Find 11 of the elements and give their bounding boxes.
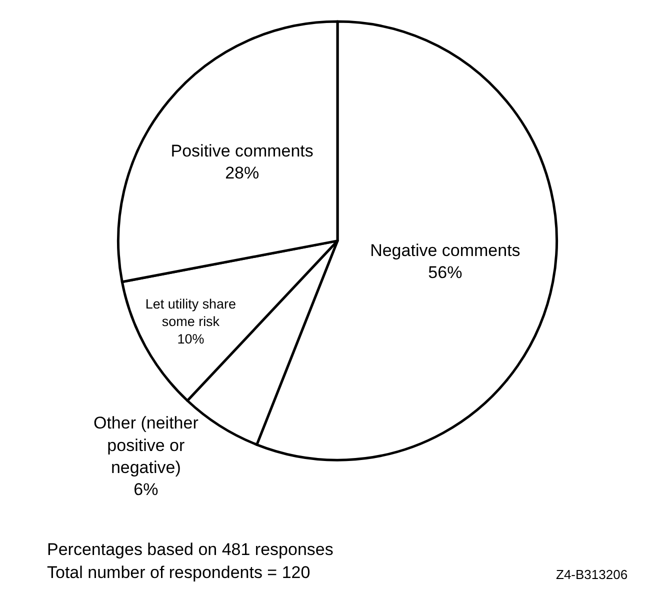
text: Total number of respondents = 120 <box>47 563 310 582</box>
text: Z4-B313206 <box>556 567 628 582</box>
slice-label: Positive comments <box>170 141 314 160</box>
data-label: 10% <box>177 331 204 346</box>
slice-label: Other (neither positive or negative) <box>93 414 199 477</box>
slice-label: Let utility share some risk <box>145 296 236 329</box>
data-label: 56% <box>428 262 462 282</box>
data-label: 6% <box>134 480 158 499</box>
slice-label: Negative comments <box>370 240 520 260</box>
data-label: 28% <box>225 163 260 182</box>
text: Percentages based on 481 responses <box>47 540 334 559</box>
